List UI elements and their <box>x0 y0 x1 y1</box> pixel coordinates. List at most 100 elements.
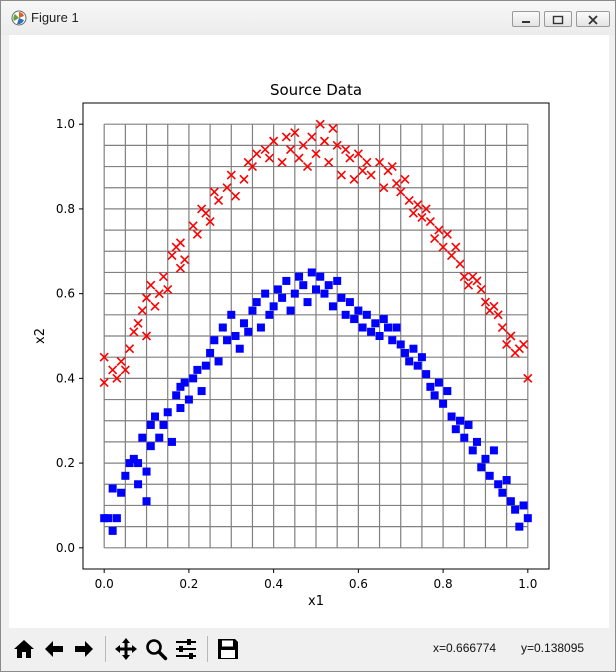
blue-square-point <box>206 348 215 357</box>
blue-square-point <box>341 310 350 319</box>
blue-square-point <box>472 437 481 446</box>
red-x-point <box>417 212 427 222</box>
blue-square-point <box>155 433 164 442</box>
blue-square-point <box>146 442 155 451</box>
red-x-point <box>116 356 126 366</box>
forward-button[interactable] <box>69 634 99 664</box>
blue-square-point <box>151 412 160 421</box>
red-x-point <box>290 128 300 138</box>
blue-square-point <box>227 310 236 319</box>
blue-square-point <box>328 302 337 311</box>
red-x-point <box>125 344 135 354</box>
back-button[interactable] <box>39 634 69 664</box>
red-x-point <box>451 242 461 252</box>
red-x-point <box>421 204 431 214</box>
blue-square-point <box>362 310 371 319</box>
blue-square-point <box>244 327 253 336</box>
red-x-point <box>141 293 152 303</box>
blue-square-point <box>163 408 172 417</box>
blue-square-point <box>434 378 443 387</box>
blue-square-point <box>405 357 414 366</box>
red-x-point <box>489 301 499 311</box>
figure-canvas[interactable]: Source Data 0.0 0.2 0.4 0.6 0.8 1.0 0.0 0.2 0.4 0… <box>9 35 609 628</box>
blue-square-point <box>256 323 265 332</box>
save-disk-icon <box>218 639 238 659</box>
blue-square-point <box>447 412 456 421</box>
blue-square-point <box>146 420 155 429</box>
blue-square-point <box>443 387 452 396</box>
x-tick-label: 0.0 <box>95 577 114 591</box>
blue-square-point <box>460 433 469 442</box>
blue-square-point <box>494 480 503 489</box>
red-x-point <box>341 145 351 155</box>
pan-button[interactable] <box>111 634 141 664</box>
blue-square-point <box>142 497 151 506</box>
red-x-point <box>446 250 457 261</box>
red-x-point <box>192 229 202 239</box>
red-x-point <box>396 187 406 197</box>
x-tick-label: 0.4 <box>264 577 283 591</box>
blue-square-point <box>184 395 193 404</box>
save-button[interactable] <box>213 634 243 664</box>
red-x-point <box>430 233 440 244</box>
red-x-point <box>269 136 279 146</box>
red-x-point <box>209 187 219 197</box>
red-x-point <box>99 352 109 362</box>
red-x-point <box>108 365 118 375</box>
red-x-point <box>472 276 482 286</box>
red-x-point <box>387 161 397 172</box>
red-x-point <box>438 242 448 252</box>
blue-square-point <box>252 298 261 307</box>
red-x-point <box>239 174 249 184</box>
blue-square-point <box>159 420 168 429</box>
red-x-point <box>319 136 330 146</box>
plot-frame <box>82 102 550 570</box>
blue-square-point <box>506 497 515 506</box>
blue-square-point <box>316 272 325 281</box>
red-x-point <box>459 272 469 282</box>
red-x-point <box>294 153 304 163</box>
blue-square-point <box>485 471 494 480</box>
y-tick-label: 0.2 <box>56 456 75 470</box>
blue-square-point <box>477 463 486 472</box>
window-title: Figure 1 <box>31 10 79 25</box>
red-x-point <box>493 310 503 320</box>
x-axis-label: x1 <box>308 594 324 609</box>
configure-subplots-button[interactable] <box>171 634 201 664</box>
blue-square-point <box>324 281 333 290</box>
red-x-point <box>366 170 376 180</box>
red-x-point <box>141 331 152 341</box>
zoom-button[interactable] <box>141 634 171 664</box>
red-x-point <box>222 183 232 193</box>
red-x-point <box>302 161 313 172</box>
blue-square-point <box>307 268 316 277</box>
blue-square-point <box>511 505 520 514</box>
close-button[interactable] <box>576 11 610 27</box>
blue-square-point <box>134 459 143 468</box>
red-x-point <box>281 132 291 142</box>
red-x-point <box>230 191 241 201</box>
blue-square-point <box>117 488 126 497</box>
matplotlib-app-icon <box>11 10 27 26</box>
blue-square-point <box>413 361 422 370</box>
minimize-button[interactable] <box>512 11 540 27</box>
maximize-icon <box>552 15 564 25</box>
maximize-button[interactable] <box>544 11 572 27</box>
red-x-point <box>391 178 402 189</box>
axis-ticks: 0.0 0.2 0.4 0.6 0.8 1.0 0.0 0.2 0.4 0.6 0.8 1.0 <box>56 117 537 591</box>
blue-square-point <box>303 298 312 307</box>
blue-square-point <box>384 323 393 332</box>
red-x-point <box>163 284 173 294</box>
red-x-point <box>150 301 160 311</box>
x-tick-label: 0.2 <box>179 577 198 591</box>
toolbar-separator <box>207 636 208 662</box>
blue-square-point <box>290 289 299 298</box>
home-button[interactable] <box>9 634 39 664</box>
blue-square-point <box>337 293 346 302</box>
configure-subplots-icon <box>176 639 196 659</box>
blue-square-point <box>350 315 359 324</box>
blue-square-point <box>231 332 240 340</box>
blue-square-point <box>278 293 287 302</box>
close-icon <box>588 15 598 25</box>
red-x-point <box>99 378 109 388</box>
